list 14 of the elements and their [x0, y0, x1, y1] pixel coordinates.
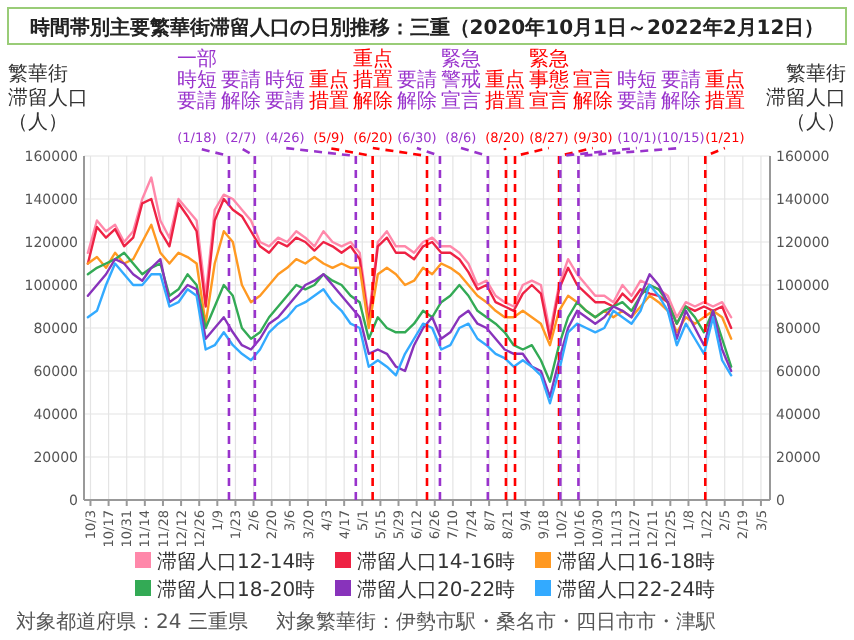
- y2-axis-title: 繁華街滞留人口（人）: [766, 62, 846, 134]
- legend-label: 滞留人口16-18時: [557, 550, 716, 574]
- text: 対象都道府県：24 三重県: [16, 610, 248, 634]
- legend-label: 滞留人口12-14時: [157, 550, 316, 574]
- line-series: [86, 176, 733, 334]
- text: 対象繁華街：伊勢市駅・桑名市・四日市市・津駅: [276, 610, 716, 634]
- y-axis-title: 繁華街滞留人口（人）: [8, 62, 88, 134]
- chart-title: 時間帯別主要繁華街滞留人口の日別推移：三重（2020年10月1日～2022年2月12日）: [29, 16, 825, 40]
- legend-label: 滞留人口18-20時: [157, 578, 316, 602]
- legend-label: 滞留人口22-24時: [557, 578, 716, 602]
- legend-label: 滞留人口20-22時: [357, 578, 516, 602]
- legend-label: 滞留人口14-16時: [357, 550, 516, 574]
- line-series: [86, 223, 733, 347]
- line-series: [86, 197, 733, 340]
